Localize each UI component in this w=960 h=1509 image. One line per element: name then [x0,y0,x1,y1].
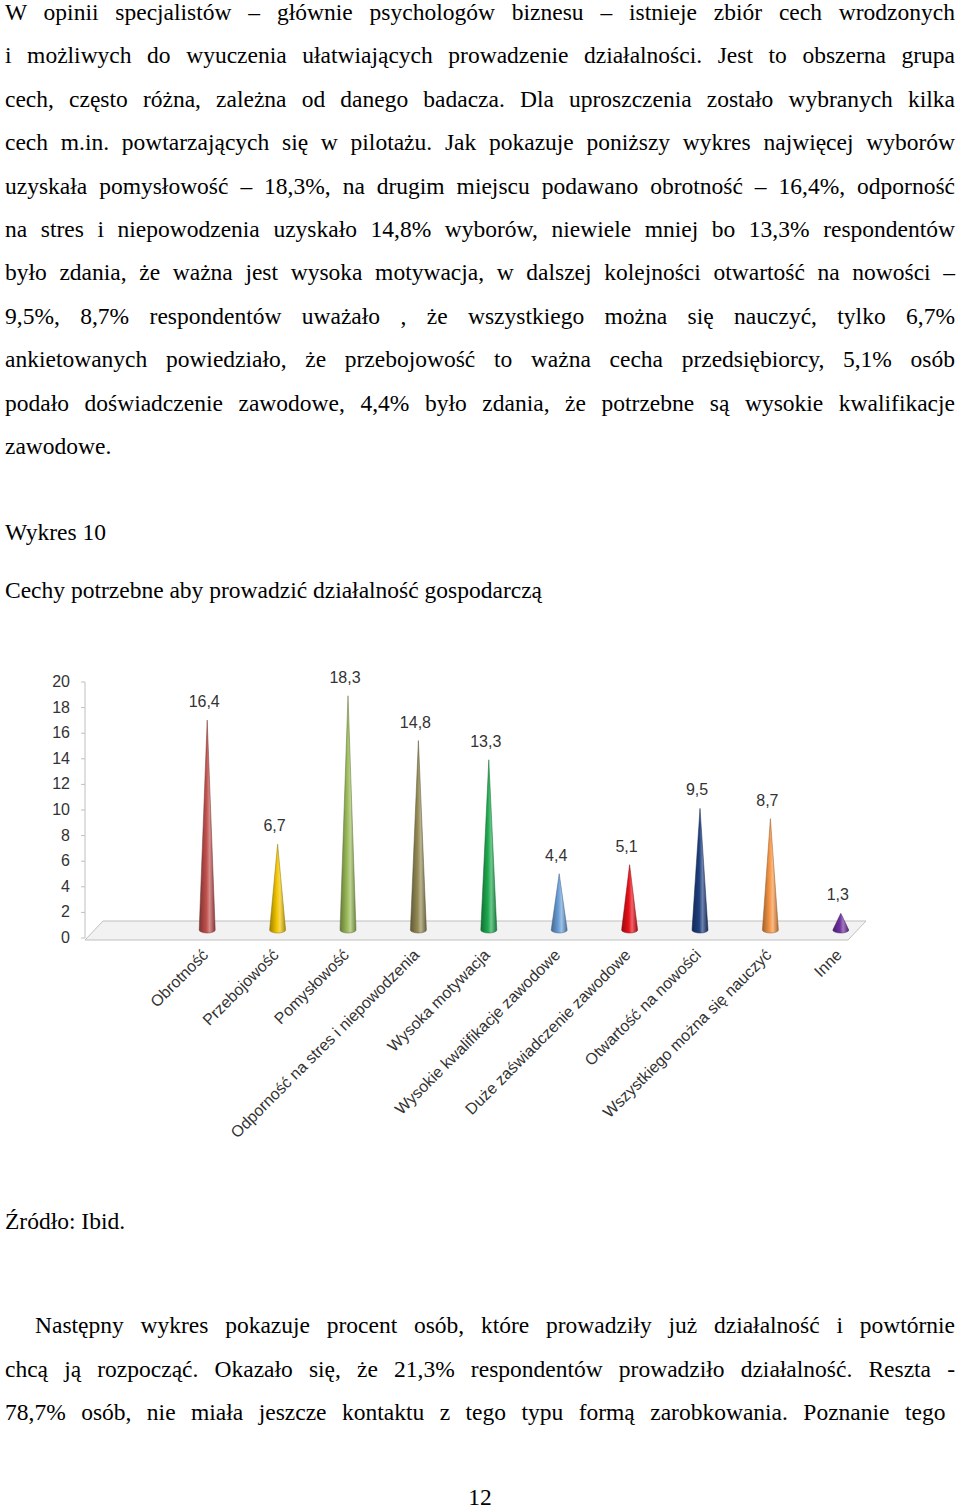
page-number: 12 [468,1475,492,1509]
data-label: 5,1 [615,838,637,855]
chart: 0 2 4 6 8 10 12 14 16 18 20 16,4 6,7 18,3 14,8 13,3 4,4 5… [0,0,960,1509]
cones [199,696,849,933]
paragraph-line: 78,7% osób, nie miała jeszcze kontaktu z… [5,1390,945,1434]
y-tick-label: 20 [52,673,70,690]
category-label: Obrotność [147,946,211,1010]
chart-title: Cechy potrzebne aby prowadzić działalnoś… [5,568,542,612]
y-tick [81,758,85,759]
data-label: 8,7 [756,792,778,809]
data-label: 1,3 [827,886,849,903]
cone [340,696,356,933]
y-tick [81,938,85,939]
paragraph-line: cech m.in. powtarzających się w pilotażu… [5,120,955,164]
data-label: 18,3 [329,669,360,686]
data-label: 4,4 [545,847,567,864]
paragraph-line: cech, często różna, zależna od danego ba… [5,77,955,121]
category-label: Pomysłowość [271,946,352,1027]
paragraph-line: Następny wykres pokazuje procent osób, k… [35,1303,955,1347]
paragraph-line: uzyskała pomysłowość – 18,3%, na drugim … [5,164,955,208]
y-tick [81,810,85,811]
y-tick-label: 6 [61,852,70,869]
paragraph-line: było zdania, że ważna jest wysoka motywa… [5,250,955,294]
data-label: 16,4 [189,693,220,710]
y-tick [81,835,85,836]
y-tick [81,784,85,785]
data-label: 13,3 [470,733,501,750]
paragraph-line: podało doświadczenie zawodowe, 4,4% było… [5,381,955,425]
y-tick-label: 0 [61,929,70,946]
paragraph-line: i możliwych do wyuczenia ułatwiających p… [5,33,955,77]
source-note: Źródło: Ibid. [5,1199,125,1243]
y-tick-label: 18 [52,699,70,716]
cone [551,874,567,933]
y-tick-label: 14 [52,750,70,767]
paragraph-line: chcą ją rozpocząć. Okazało się, że 21,3%… [5,1347,955,1391]
category-label: Inne [811,946,845,980]
data-label: 14,8 [400,714,431,731]
paragraph-line: 9,5%, 8,7% respondentów uważało , że wsz… [5,294,955,338]
category-label: Wszystkiego można się nauczyć [600,946,775,1121]
y-tick-label: 16 [52,724,70,741]
y-tick [81,886,85,887]
y-tick-label: 12 [52,775,70,792]
y-tick [81,912,85,913]
category-label: Przebojowość [199,946,281,1028]
paragraph-line: zawodowe. [5,424,111,468]
y-tick [81,707,85,708]
y-tick [81,733,85,734]
category-label: Otwartość na nowości [581,946,704,1069]
cone [762,819,778,933]
data-label: 9,5 [686,781,708,798]
paragraph-line: W opinii specjalistów – głównie psycholo… [5,0,955,34]
paragraph-line: na stres i niepowodzenia uzyskało 14,8% … [5,207,955,251]
y-tick [81,861,85,862]
data-label: 6,7 [263,817,285,834]
paragraph-line: ankietowanych powiedziało, że przebojowo… [5,337,955,381]
y-tick-label: 8 [61,827,70,844]
cone [692,808,708,933]
y-tick [81,682,85,683]
figure-label: Wykres 10 [5,510,106,554]
cone [622,865,638,933]
y-tick-label: 2 [61,903,70,920]
y-tick-label: 4 [61,878,70,895]
cone [270,844,286,933]
cone [199,720,215,933]
cone [833,913,849,933]
cone [410,741,426,933]
cone [481,760,497,933]
y-tick-label: 10 [52,801,70,818]
